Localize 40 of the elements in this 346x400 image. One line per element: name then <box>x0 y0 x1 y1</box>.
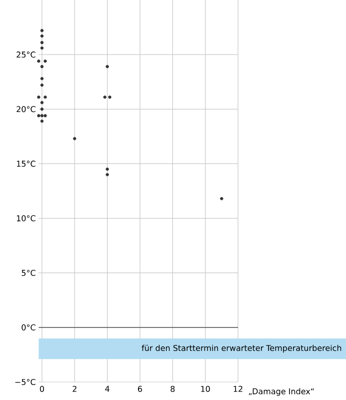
band-label: für den Starttermin erwarteter Temperaturbereich <box>142 344 342 353</box>
point <box>40 114 44 118</box>
point <box>40 101 44 104</box>
point <box>37 114 40 118</box>
x-tick-label: 12 <box>234 386 242 392</box>
point <box>40 34 44 38</box>
y-tick-label: 0°C <box>22 324 36 330</box>
point <box>40 28 44 32</box>
point <box>106 173 109 176</box>
point <box>106 64 109 68</box>
point <box>73 137 76 140</box>
point <box>220 197 224 200</box>
y-tick-label: 15°C <box>16 160 36 167</box>
point <box>37 60 40 63</box>
x-tick-label: 6 <box>138 386 142 392</box>
y-tick-label: 20°C <box>16 106 36 112</box>
x-tick-label: 0 <box>40 386 44 392</box>
point <box>44 60 47 63</box>
point <box>40 84 44 87</box>
point <box>40 120 44 123</box>
point <box>40 46 44 50</box>
point <box>44 96 47 99</box>
y-tick-label: 25°C <box>16 52 36 58</box>
x-tick-label: 10 <box>201 386 210 392</box>
point <box>106 168 109 171</box>
point <box>40 40 44 44</box>
point <box>40 64 44 68</box>
x-tick-label: 2 <box>72 386 76 392</box>
y-tick-label: −5°C <box>15 378 36 386</box>
point <box>40 76 44 80</box>
x-tick-label: 8 <box>170 386 175 392</box>
point <box>103 96 106 99</box>
x-tick-label: 4 <box>105 386 110 392</box>
point <box>40 108 44 111</box>
point <box>44 114 47 118</box>
y-tick-label: 10°C <box>16 215 36 222</box>
point <box>108 96 112 99</box>
point <box>37 96 40 99</box>
y-tick-label: 5°C <box>22 270 36 276</box>
x-axis-title: „Damage Index“ <box>248 388 314 396</box>
